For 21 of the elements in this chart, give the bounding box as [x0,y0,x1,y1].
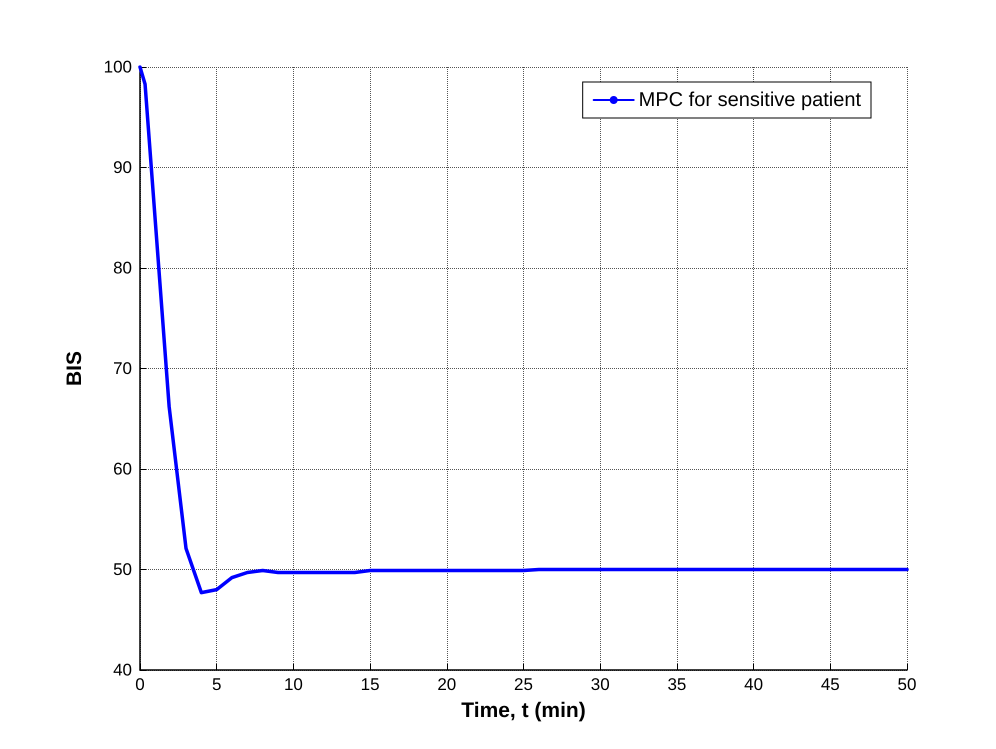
y-tick-label: 70 [113,359,132,378]
y-tick-label: 80 [113,258,132,278]
y-tick-label: 100 [104,58,132,76]
y-tick-label: 40 [113,660,132,680]
x-axis-title: Time, t (min) [461,699,586,722]
x-tick-label: 40 [744,675,764,694]
x-tick-label: 0 [135,675,145,694]
y-axis-title: BIS [63,350,86,386]
x-tick-label: 30 [590,675,610,694]
x-tick-label: 45 [820,675,840,694]
y-tick-label: 90 [113,158,132,177]
x-tick-label: 50 [898,675,916,694]
x-tick-label: 10 [284,675,303,694]
y-tick-label: 50 [113,560,132,579]
x-tick-label: 5 [212,675,222,694]
x-tick-label: 15 [360,675,380,694]
x-tick-label: 25 [514,675,533,694]
y-tick-label: 60 [113,460,132,478]
legend-label: MPC for sensitive patient [638,89,862,111]
x-tick-label: 35 [667,675,686,694]
x-tick-label: 20 [437,675,456,694]
